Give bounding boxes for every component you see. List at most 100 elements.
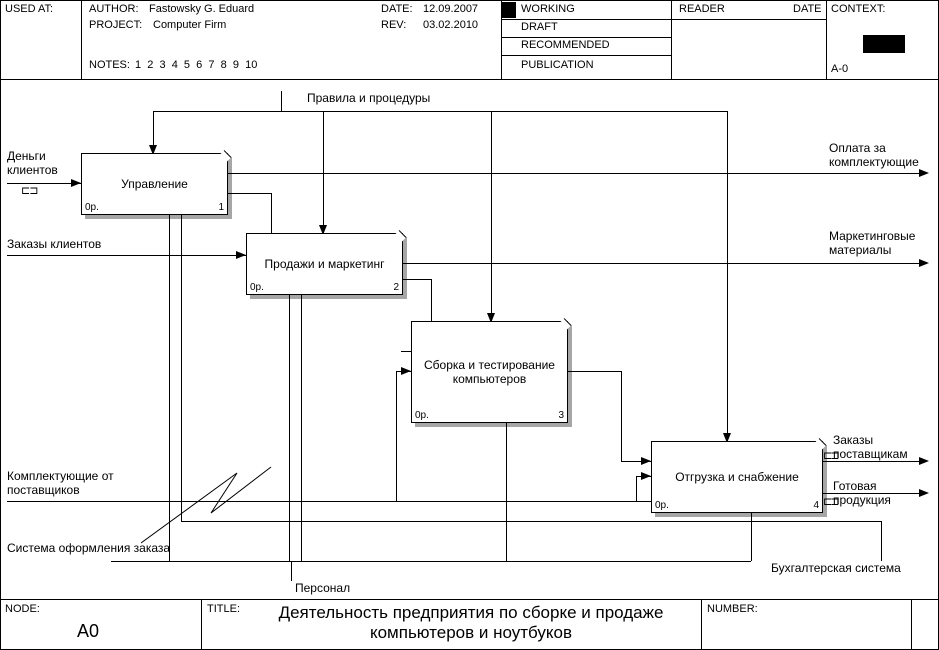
b2b3-h1 [401,279,431,280]
hdr-rev: 03.02.2010 [423,19,478,31]
rules-d4 [727,111,728,441]
hdr-context-icon [863,35,905,53]
label-money: Деньги клиентов [7,149,58,177]
b3b4-h1 [566,371,621,372]
node-cut-icon [557,318,572,333]
node-1-bl: 0р. [85,202,99,213]
node-cut-icon [217,150,232,165]
ftr-v3 [911,599,912,649]
comp-up4 [636,476,637,502]
pers-u3 [506,421,507,561]
hdr-draft: DRAFT [521,21,558,33]
label-rules: Правила и процедуры [307,91,430,105]
ftr-title: Деятельность предприятия по сборке и про… [251,603,691,643]
acct-rail [181,521,881,522]
hdr-rev-label: REV: [381,19,406,31]
hdr-project: Computer Firm [153,19,226,31]
label-accounting: Бухгалтерская система [771,561,901,575]
money-line [7,183,81,184]
node-2-label: Продажи и маркетинг [247,257,402,271]
node-1-label: Управление [82,177,227,191]
ordersys-zigzag-icon [141,463,281,553]
hdr-status-h3 [501,55,671,56]
footer-top-rule [1,599,938,600]
hdr-context-label: CONTEXT: [831,3,885,15]
b2b3-h2 [401,351,411,352]
ftr-v2 [701,599,702,649]
ftr-node-label: NODE: [5,603,40,615]
pers-u4 [751,511,752,561]
label-components: Комплектующие от поставщиков [7,469,114,497]
ftr-v1 [201,599,202,649]
hdr-working: WORKING [521,3,575,15]
fin-line [821,493,926,494]
node-2-sales: Продажи и маркетинг 0р. 2 [246,233,403,295]
money-arrow-icon [71,179,81,187]
hdr-recommended: RECOMMENDED [521,39,610,51]
orders-line [7,255,246,256]
mkt-line [401,263,926,264]
hdr-notes: 1 2 3 4 5 6 7 8 9 10 [135,59,257,71]
node-3-label: Сборка и тестирование компьютеров [412,358,567,386]
hdr-reader-h [671,19,826,20]
rules-stub [281,91,282,111]
node-1-br: 1 [218,202,224,213]
node-3-bl: 0р. [415,410,429,421]
sup-arrow-icon [919,457,929,465]
pers-u1 [169,213,170,561]
comp-rail [7,501,651,502]
node-4-label: Отгрузка и снабжение [652,470,822,484]
comp-a4-icon [641,472,651,480]
b3b4-arrow-icon [641,457,651,465]
label-payment: Оплата за комплектующие [829,141,919,169]
sup-tunnel-icon: ⊏⊐ [823,449,837,462]
hdr-author: Fastowsky G. Eduard [149,3,254,15]
b1b2-h [226,193,271,194]
comp-up3 [396,371,397,501]
node-2-bl: 0р. [250,282,264,293]
pers-rail [111,561,751,562]
hdr-notes-label: NOTES: [89,59,130,71]
hdr-publication: PUBLICATION [521,59,594,71]
node-4-shipping: Отгрузка и снабжение 0р. 4 [651,441,823,513]
orders-arrow-icon [236,251,246,259]
label-orders: Заказы клиентов [7,237,101,251]
comp-a3-icon [401,367,411,375]
ftr-node: A0 [77,621,99,642]
hdr-date: 12.09.2007 [423,3,478,15]
hdr-context-id: A-0 [831,63,848,75]
hdr-v1 [81,1,82,79]
fin-tunnel-icon: ⊏⊐ [823,495,837,508]
acct-u1 [181,213,182,521]
hdr-v3 [671,1,672,79]
node-3-assembly: Сборка и тестирование компьютеров 0р. 3 [411,321,568,423]
mkt-arrow-icon [919,259,929,267]
rules-d3 [491,111,492,321]
label-marketing: Маркетинговые материалы [829,229,915,257]
ftr-title-label: TITLE: [207,603,240,615]
hdr-v4 [826,1,827,79]
hdr-working-mark-icon [502,2,516,18]
hdr-author-label: AUTHOR: [89,3,139,15]
node-3-br: 3 [558,410,564,421]
idef0-diagram: USED AT: AUTHOR: Fastowsky G. Eduard PRO… [0,0,939,650]
b3b4-v [621,371,622,461]
hdr-reader-label: READER [679,3,725,15]
hdr-project-label: PROJECT: [89,19,142,31]
node-4-bl: 0р. [655,500,669,511]
b1b2-v [271,193,272,233]
hdr-usedat-label: USED AT: [5,3,53,15]
label-personnel: Персонал [295,581,350,595]
pay-line [226,173,926,174]
fin-arrow-icon [919,489,929,497]
pay-arrow-icon [919,169,929,177]
money-tunnel-icon: ⊏ ⊐ [21,184,37,197]
node-cut-icon [392,230,407,245]
rules-rail [153,111,727,112]
hdr-status-h2 [501,37,671,38]
hdr-status-h1 [501,19,671,20]
node-1-management: Управление 0р. 1 [81,153,228,215]
hdr-reader-date-label: DATE [793,3,822,15]
label-supporders: Заказы поставщикам [833,433,908,461]
node-2-br: 2 [393,282,399,293]
